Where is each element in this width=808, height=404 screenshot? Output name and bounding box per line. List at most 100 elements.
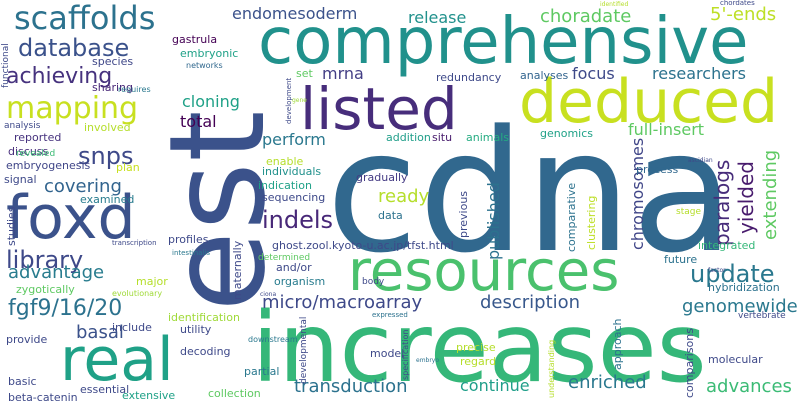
- word-future: future: [664, 253, 698, 266]
- word-paralogs: paralogs: [710, 159, 734, 246]
- word-embryo: embryo: [416, 357, 440, 364]
- word-identified: identified: [600, 1, 629, 8]
- word-genomewide: genomewide: [682, 296, 798, 317]
- word-update: update: [690, 260, 775, 288]
- word-cloning: cloning: [182, 92, 240, 111]
- word-functional: functional: [1, 43, 11, 88]
- word-continue: continue: [460, 376, 530, 395]
- word-transcription: transcription: [112, 239, 157, 247]
- word-total: total: [180, 112, 217, 131]
- word-extending: extending: [760, 149, 781, 240]
- word-profiles: profiles: [168, 233, 209, 246]
- word-covering: covering: [44, 176, 122, 197]
- word-andor: and/or: [276, 261, 312, 274]
- word-decoding: decoding: [180, 345, 231, 358]
- word-advances: advances: [706, 376, 792, 397]
- word-factor: factor: [708, 267, 726, 274]
- word-intestinalis: intestinalis: [172, 249, 211, 257]
- word-set: set: [296, 67, 313, 80]
- word-integrated: integrated: [698, 239, 756, 252]
- word-yielded: yielded: [734, 161, 758, 234]
- word-utility: utility: [180, 323, 212, 336]
- word-individuals: individuals: [262, 165, 322, 178]
- word-real: real: [60, 325, 174, 395]
- word-major: major: [136, 275, 168, 288]
- word-previous: previous: [457, 190, 470, 238]
- word-zygotically: zygotically: [16, 283, 75, 296]
- word-published: published: [484, 182, 503, 260]
- word-extensive: extensive: [122, 389, 176, 402]
- word-genomics: genomics: [540, 127, 594, 140]
- word-foxd: foxd: [6, 183, 136, 253]
- word-hybridization: hybridization: [708, 281, 780, 294]
- word-stage: stage: [676, 207, 701, 217]
- word-perform: perform: [262, 130, 326, 149]
- word-include: include: [112, 321, 152, 334]
- word-examined: examined: [80, 193, 135, 206]
- word-advantage: advantage: [8, 262, 105, 283]
- word-animals: animals: [466, 131, 510, 144]
- word-model: model: [370, 347, 405, 360]
- word-fullinsert: full-insert: [628, 120, 705, 139]
- word-micro: micro/macroarray: [262, 292, 423, 313]
- word-provide: provide: [6, 333, 48, 346]
- word-collection: collection: [208, 387, 261, 400]
- word-comparisons: comparisons: [683, 328, 696, 398]
- word-mapping: mapping: [6, 91, 139, 126]
- word-signal: signal: [4, 173, 37, 186]
- word-networks: networks: [186, 61, 223, 70]
- word-chromosomes: chromosomes: [628, 137, 647, 250]
- word-molecular: molecular: [708, 353, 763, 366]
- word-partial: partial: [244, 365, 280, 378]
- word-developmental: developmental: [299, 316, 309, 384]
- word-maternally: maternally: [231, 240, 244, 300]
- word-sequencing: sequencing: [262, 191, 326, 204]
- word-clustering: clustering: [585, 195, 598, 250]
- word-understanding: understanding: [547, 339, 556, 398]
- word-deduced: deduced: [519, 67, 779, 137]
- word-endomesoderm: endomesoderm: [232, 4, 358, 23]
- word-database: database: [18, 34, 130, 62]
- word-indels: indels: [262, 206, 334, 234]
- word-basic: basic: [8, 375, 37, 388]
- word-description: description: [480, 292, 581, 313]
- word-involved: involved: [84, 121, 131, 134]
- word-discuss: discuss: [8, 145, 49, 158]
- word-resources: resources: [348, 239, 620, 304]
- word-comparative: comparative: [565, 182, 578, 252]
- word-chordates: chordates: [720, 0, 755, 7]
- word-reported: reported: [14, 131, 62, 144]
- word-determined: determined: [258, 253, 311, 263]
- word-organism: organism: [274, 275, 326, 288]
- word-release: release: [408, 8, 467, 27]
- word-ascidian: ascidian: [688, 157, 713, 164]
- word-identification: identification: [168, 311, 240, 324]
- word-indication: indication: [258, 179, 312, 192]
- word-enriched: enriched: [568, 372, 647, 393]
- word-body: body: [362, 277, 385, 287]
- word-approach: approach: [611, 318, 624, 370]
- word-transduction: transduction: [294, 376, 408, 397]
- word-fgf9: fgf9/16/20: [8, 296, 123, 321]
- word-species: species: [92, 55, 134, 68]
- word-embryonic: embryonic: [180, 47, 239, 60]
- word-ghost-url: ghost.zool.kyoto-u.ac.jp/tfst.html: [272, 239, 454, 252]
- word-5ends: 5'-ends: [710, 4, 777, 25]
- word-expressed: expressed: [372, 311, 408, 319]
- word-redundancy: redundancy: [436, 71, 502, 84]
- word-studies: studies: [5, 206, 18, 246]
- word-comprehensive: comprehensive: [258, 5, 749, 79]
- word-requires: requires: [118, 85, 151, 94]
- word-gene: gene: [292, 97, 307, 104]
- word-essential: essential: [80, 383, 130, 396]
- word-regard: regard: [460, 355, 497, 368]
- word-precise: precise: [456, 341, 496, 354]
- word-library: library: [6, 246, 84, 274]
- word-revealed: revealed: [16, 149, 56, 159]
- word-ciona: ciona: [260, 291, 277, 298]
- word-gastrula: gastrula: [172, 33, 218, 46]
- word-choradate: choradate: [540, 6, 632, 27]
- word-snps: snps: [78, 142, 134, 170]
- word-analysis: analysis: [4, 121, 41, 131]
